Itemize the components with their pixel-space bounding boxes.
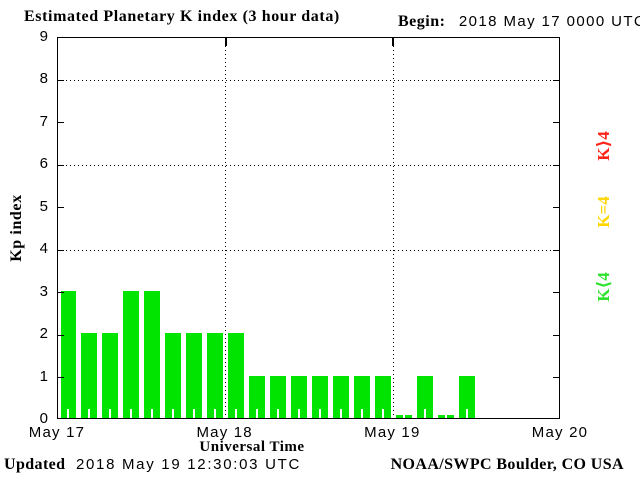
x-tick-mark [235, 409, 238, 418]
y-tick-right-5 [553, 207, 559, 209]
y-tick-right-6 [553, 164, 559, 166]
kp-bar [186, 333, 203, 418]
y-tick-label-0: 0 [39, 410, 48, 427]
begin-value: 2018 May 17 0000 UTC [458, 13, 640, 30]
y-tick-label-6: 6 [39, 155, 48, 173]
x-tick-mark [256, 409, 259, 418]
y-tick-label-8: 8 [39, 70, 48, 88]
kp-bar [353, 375, 370, 418]
begin-label: Begin: [398, 13, 446, 30]
x-tick-mark [193, 409, 196, 418]
y-tick-label-3: 3 [39, 282, 48, 300]
y-tick-left-6 [58, 164, 64, 166]
x-tick-mark [214, 409, 217, 418]
y-tick-label-7: 7 [39, 112, 48, 130]
kp-bar [395, 409, 412, 418]
gridline-y-8 [58, 79, 559, 81]
kp-bar [144, 290, 161, 418]
begin-row: Begin: 2018 May 17 0000 UTC [398, 13, 640, 31]
y-tick-right-2 [553, 334, 559, 336]
legend-item-k-lt-4: K⟨4 [594, 272, 613, 302]
kp-bar [437, 409, 454, 418]
legend-item-k-eq-4: K=4 [594, 196, 613, 228]
y-tick-right-4 [553, 249, 559, 251]
gridline-y-6 [58, 164, 559, 166]
kp-bar [81, 333, 98, 418]
x-tick-mark [277, 409, 280, 418]
kp-bar [249, 375, 266, 418]
y-tick-left-2 [58, 334, 64, 336]
x-tick-mark [130, 409, 133, 418]
y-tick-left-1 [58, 377, 64, 379]
y-tick-label-5: 5 [39, 197, 48, 215]
day-boundary-line [225, 38, 227, 418]
updated-label: Updated [4, 456, 66, 473]
kp-bar [312, 375, 328, 418]
gridline-y-4 [58, 249, 559, 251]
kp-bar [228, 333, 245, 418]
kp-bar [102, 333, 119, 418]
kp-chart-plot-area [57, 37, 560, 419]
x-tick-mark [423, 409, 426, 418]
day-boundary-line [392, 38, 394, 418]
day-boundary-top-tick [224, 38, 227, 46]
chart-title: Estimated Planetary K index (3 hour data… [24, 8, 340, 25]
x-tick-mark [465, 409, 468, 418]
kp-bar [165, 333, 182, 418]
y-tick-right-1 [553, 377, 559, 379]
kp-bar [332, 375, 349, 418]
credit-text: NOAA/SWPC Boulder, CO USA [390, 456, 624, 473]
y-tick-left-3 [58, 292, 64, 294]
y-tick-left-4 [58, 249, 64, 251]
x-tick-mark [360, 409, 363, 418]
y-tick-right-7 [553, 122, 559, 124]
kp-bar [270, 375, 287, 418]
x-tick-mark [67, 409, 70, 418]
x-tick-mark [172, 409, 175, 418]
y-tick-label-2: 2 [39, 325, 48, 343]
y-tick-right-8 [553, 79, 559, 81]
x-tick-mark [109, 409, 112, 418]
x-tick-mark [381, 409, 384, 418]
updated-value: 2018 May 19 12:30:03 UTC [75, 456, 302, 473]
y-tick-left-7 [58, 122, 64, 124]
updated-timestamp: Updated 2018 May 19 12:30:03 UTC [4, 456, 301, 474]
x-tick-mark [444, 409, 447, 418]
x-tick-mark [88, 409, 91, 418]
x-tick-mark [339, 409, 342, 418]
kp-bar [458, 375, 475, 418]
y-tick-left-8 [58, 79, 64, 81]
kp-bar [60, 290, 77, 418]
x-tick-mark [298, 409, 300, 418]
kp-bar [291, 375, 307, 418]
x-tick-label: May 19 [364, 424, 421, 441]
kp-bar [416, 375, 433, 418]
y-tick-right-3 [553, 292, 559, 294]
day-boundary-top-tick [392, 38, 395, 46]
y-tick-label-9: 9 [39, 28, 48, 45]
x-tick-mark [151, 409, 154, 418]
x-tick-label: May 20 [531, 424, 589, 441]
y-tick-label-4: 4 [39, 240, 48, 258]
kp-bar [374, 375, 391, 418]
y-axis-title: Kp index [8, 194, 25, 262]
x-tick-label: May 18 [196, 424, 253, 441]
x-tick-mark [402, 409, 405, 418]
x-tick-mark [318, 409, 321, 418]
y-tick-left-5 [58, 207, 64, 209]
kp-bar [123, 290, 140, 418]
y-tick-label-1: 1 [39, 367, 48, 385]
x-axis-title: Universal Time [199, 439, 305, 455]
kp-bar [207, 333, 224, 418]
x-tick-label: May 17 [28, 424, 86, 441]
